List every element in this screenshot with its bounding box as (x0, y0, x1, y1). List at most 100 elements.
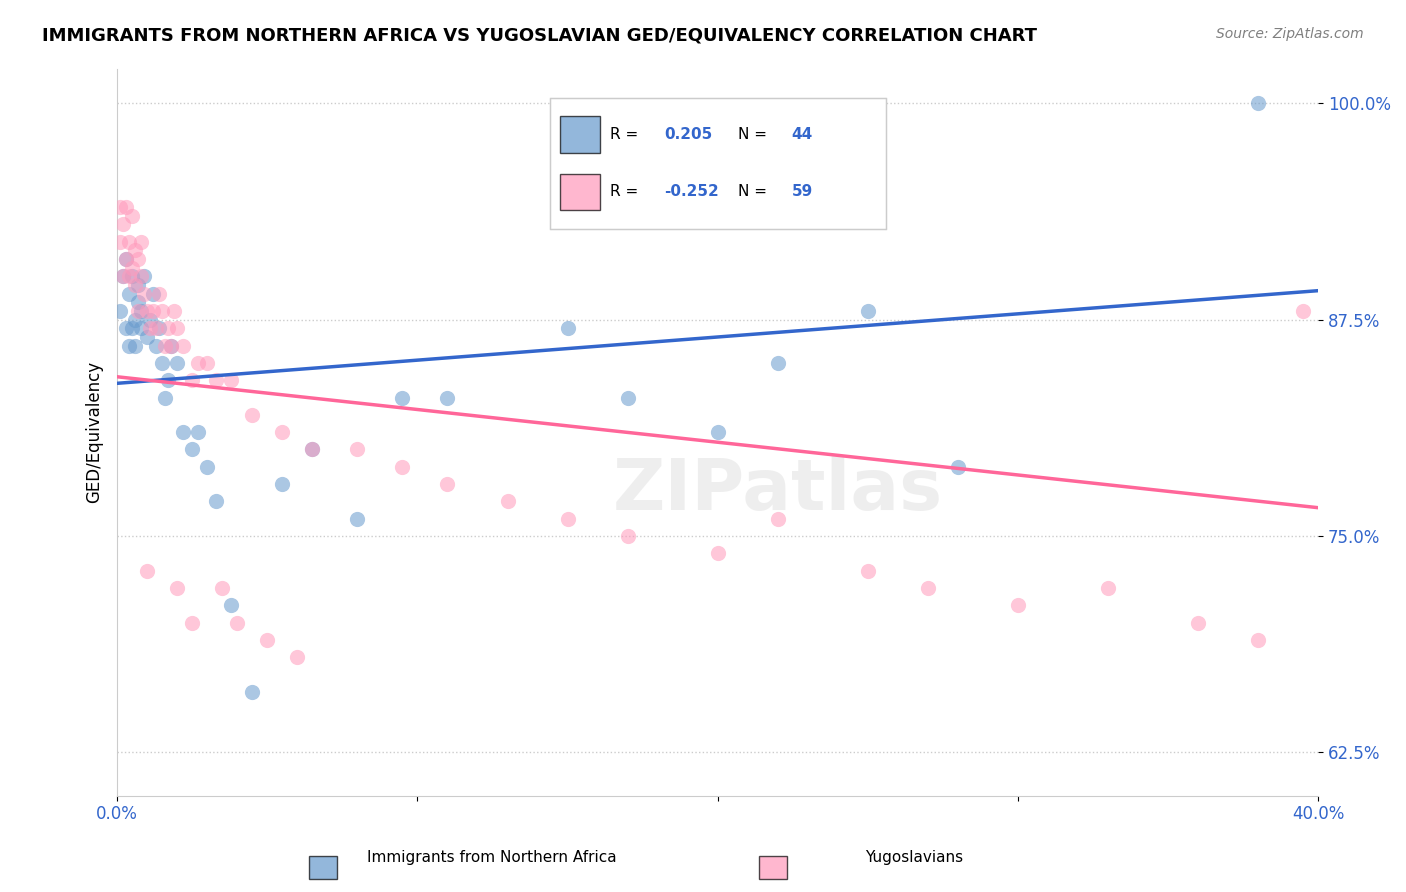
Yugoslavians (391, 459, 413, 474)
Immigrants from Northern Africa (172, 425, 194, 439)
Yugoslavians (112, 269, 135, 284)
Immigrants from Northern Africa (121, 269, 143, 284)
Immigrants from Northern Africa (157, 373, 180, 387)
Yugoslavians (917, 581, 939, 595)
Yugoslavians (108, 200, 131, 214)
Yugoslavians (142, 304, 165, 318)
Yugoslavians (301, 442, 323, 457)
Immigrants from Northern Africa (115, 252, 138, 266)
Immigrants from Northern Africa (155, 391, 177, 405)
Yugoslavians (1247, 632, 1270, 647)
Yugoslavians (181, 615, 204, 630)
Immigrants from Northern Africa (221, 599, 243, 613)
Text: IMMIGRANTS FROM NORTHERN AFRICA VS YUGOSLAVIAN GED/EQUIVALENCY CORRELATION CHART: IMMIGRANTS FROM NORTHERN AFRICA VS YUGOS… (42, 27, 1038, 45)
Yugoslavians (211, 581, 233, 595)
Yugoslavians (205, 373, 228, 387)
Immigrants from Northern Africa (391, 391, 413, 405)
Yugoslavians (121, 260, 143, 275)
Yugoslavians (856, 564, 879, 578)
Immigrants from Northern Africa (136, 330, 159, 344)
Yugoslavians (145, 321, 167, 335)
Yugoslavians (108, 235, 131, 249)
Text: Yugoslavians: Yugoslavians (865, 850, 963, 865)
Yugoslavians (124, 244, 146, 258)
Yugoslavians (346, 442, 368, 457)
Immigrants from Northern Africa (301, 442, 323, 457)
Yugoslavians (129, 269, 152, 284)
Yugoslavians (127, 304, 149, 318)
Yugoslavians (112, 218, 135, 232)
Immigrants from Northern Africa (127, 277, 149, 292)
Immigrants from Northern Africa (108, 304, 131, 318)
Yugoslavians (115, 200, 138, 214)
Yugoslavians (136, 304, 159, 318)
Immigrants from Northern Africa (118, 338, 141, 352)
Immigrants from Northern Africa (160, 338, 183, 352)
Text: Source: ZipAtlas.com: Source: ZipAtlas.com (1216, 27, 1364, 41)
Yugoslavians (139, 321, 162, 335)
Yugoslavians (172, 338, 194, 352)
Immigrants from Northern Africa (271, 477, 294, 491)
Yugoslavians (181, 373, 204, 387)
Immigrants from Northern Africa (181, 442, 204, 457)
Yugoslavians (163, 304, 186, 318)
Yugoslavians (166, 321, 188, 335)
Yugoslavians (271, 425, 294, 439)
Yugoslavians (166, 581, 188, 595)
Yugoslavians (124, 277, 146, 292)
Immigrants from Northern Africa (195, 459, 218, 474)
Immigrants from Northern Africa (142, 286, 165, 301)
Immigrants from Northern Africa (115, 321, 138, 335)
Yugoslavians (496, 494, 519, 508)
Yugoslavians (115, 252, 138, 266)
Yugoslavians (157, 321, 180, 335)
Yugoslavians (136, 564, 159, 578)
Immigrants from Northern Africa (166, 356, 188, 370)
Yugoslavians (285, 650, 308, 665)
Yugoslavians (187, 356, 209, 370)
Yugoslavians (221, 373, 243, 387)
Immigrants from Northern Africa (139, 312, 162, 326)
Y-axis label: GED/Equivalency: GED/Equivalency (86, 361, 103, 503)
Yugoslavians (118, 269, 141, 284)
Yugoslavians (134, 286, 156, 301)
Yugoslavians (557, 512, 579, 526)
Yugoslavians (1007, 599, 1029, 613)
Yugoslavians (1187, 615, 1209, 630)
Yugoslavians (195, 356, 218, 370)
Immigrants from Northern Africa (118, 286, 141, 301)
Immigrants from Northern Africa (150, 356, 173, 370)
Yugoslavians (129, 235, 152, 249)
Yugoslavians (118, 235, 141, 249)
Immigrants from Northern Africa (436, 391, 458, 405)
Yugoslavians (256, 632, 278, 647)
Yugoslavians (160, 338, 183, 352)
Immigrants from Northern Africa (766, 356, 789, 370)
Immigrants from Northern Africa (134, 269, 156, 284)
Immigrants from Northern Africa (1247, 96, 1270, 111)
Immigrants from Northern Africa (946, 459, 969, 474)
Immigrants from Northern Africa (616, 391, 638, 405)
Yugoslavians (1097, 581, 1119, 595)
Immigrants from Northern Africa (205, 494, 228, 508)
Immigrants from Northern Africa (856, 304, 879, 318)
Yugoslavians (127, 252, 149, 266)
Yugoslavians (1292, 304, 1315, 318)
Immigrants from Northern Africa (127, 295, 149, 310)
Immigrants from Northern Africa (129, 304, 152, 318)
Immigrants from Northern Africa (124, 312, 146, 326)
Yugoslavians (766, 512, 789, 526)
Text: Immigrants from Northern Africa: Immigrants from Northern Africa (367, 850, 617, 865)
Immigrants from Northern Africa (129, 321, 152, 335)
Immigrants from Northern Africa (148, 321, 170, 335)
Yugoslavians (436, 477, 458, 491)
Yugoslavians (706, 546, 728, 560)
Yugoslavians (150, 304, 173, 318)
Immigrants from Northern Africa (346, 512, 368, 526)
Immigrants from Northern Africa (112, 269, 135, 284)
Text: ZIPatlas: ZIPatlas (613, 456, 943, 524)
Immigrants from Northern Africa (557, 321, 579, 335)
Immigrants from Northern Africa (187, 425, 209, 439)
Yugoslavians (226, 615, 249, 630)
Yugoslavians (240, 408, 263, 422)
